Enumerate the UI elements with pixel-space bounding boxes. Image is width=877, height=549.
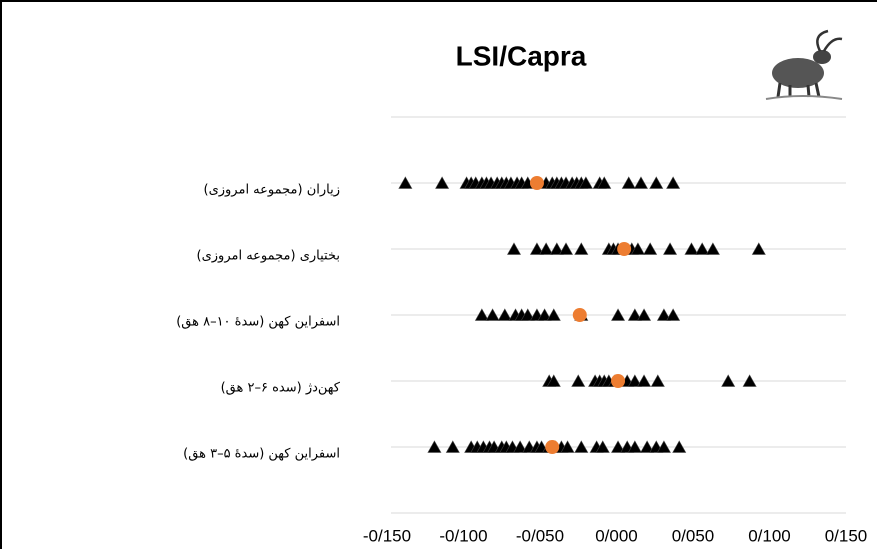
data-point: [666, 176, 681, 189]
data-point: [485, 308, 500, 321]
x-tick-label: -0/100: [439, 526, 487, 545]
data-point: [560, 440, 575, 453]
chart-title: LSI/Capra: [456, 40, 587, 71]
category-label: بختیاری (مجموعه امروزی): [197, 249, 340, 264]
data-point: [611, 308, 626, 321]
data-point: [595, 440, 610, 453]
category-label: کهن‌دژ (سده ۶–۲ هق): [221, 381, 341, 396]
data-point: [398, 176, 413, 189]
data-point: [537, 308, 552, 321]
x-tick-label: 0/150: [825, 526, 868, 545]
data-point: [571, 374, 586, 387]
data-point: [627, 374, 642, 387]
data-point: [643, 242, 658, 255]
mean-point: [611, 374, 626, 388]
data-point: [640, 440, 655, 453]
data-point: [597, 176, 612, 189]
goat-illustration: [762, 25, 844, 103]
mean-point: [529, 176, 544, 190]
data-point: [649, 176, 664, 189]
data-point: [637, 374, 652, 387]
data-point: [637, 308, 652, 321]
data-point: [621, 176, 636, 189]
data-point: [558, 242, 574, 255]
data-point: [497, 308, 512, 321]
x-tick-label: -0/050: [516, 526, 564, 545]
data-point: [578, 176, 593, 189]
data-point: [751, 242, 766, 255]
data-point: [513, 440, 528, 453]
data-point: [627, 440, 642, 453]
data-point: [435, 176, 450, 189]
data-point: [721, 374, 736, 387]
data-point: [705, 242, 720, 255]
data-point: [633, 176, 648, 189]
category-label: اسفراین کهن (سدهٔ ۱۰–۸ هق): [176, 315, 340, 330]
x-tick-label: -0/150: [363, 526, 411, 545]
data-point: [520, 308, 535, 321]
data-point: [742, 374, 757, 387]
data-point: [672, 440, 687, 453]
data-point: [663, 242, 678, 255]
data-point: [529, 242, 544, 255]
data-point: [474, 308, 489, 321]
data-point: [666, 308, 681, 321]
data-point: [539, 242, 554, 255]
data-point: [427, 440, 442, 453]
data-point: [656, 440, 671, 453]
category-label: اسفراین کهن (سدهٔ ۵–۳ هق): [183, 447, 340, 462]
data-point: [506, 242, 522, 255]
data-point: [627, 308, 642, 321]
data-point: [549, 242, 564, 255]
x-tick-label: 0/000: [595, 526, 638, 545]
category-label: زیاران (مجموعه امروزی): [204, 183, 341, 198]
data-point: [650, 374, 665, 387]
data-point: [445, 440, 460, 453]
data-point: [574, 440, 589, 453]
data-point: [656, 308, 671, 321]
mean-point: [545, 440, 560, 454]
data-point: [546, 308, 561, 321]
x-tick-label: 0/050: [672, 526, 715, 545]
data-point: [695, 242, 710, 255]
mean-point: [572, 308, 587, 322]
x-tick-label: 0/100: [748, 526, 791, 545]
data-point: [574, 242, 589, 255]
data-point: [684, 242, 699, 255]
data-point: [611, 440, 626, 453]
data-point: [630, 242, 645, 255]
data-point: [546, 374, 561, 387]
mean-point: [617, 242, 632, 256]
